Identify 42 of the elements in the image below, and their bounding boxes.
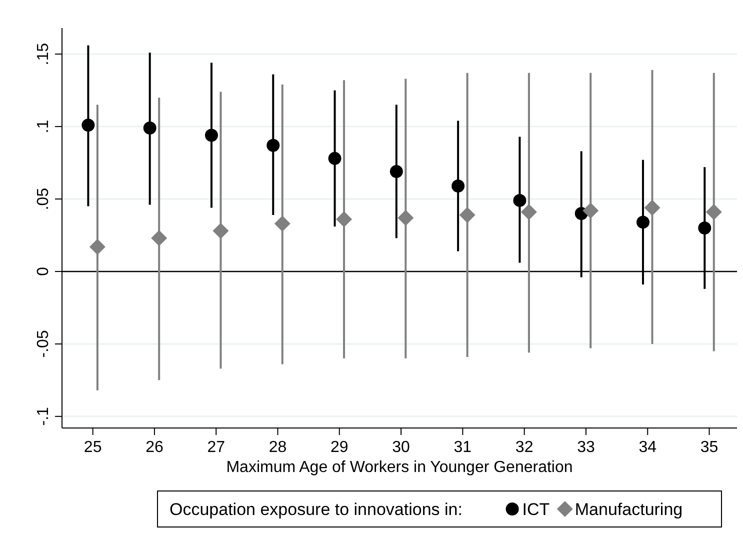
legend-label: Manufacturing bbox=[574, 500, 683, 519]
point bbox=[89, 238, 106, 255]
y-tick-label: .05 bbox=[35, 188, 52, 210]
point bbox=[336, 211, 352, 228]
point bbox=[636, 216, 650, 229]
x-tick-label: 28 bbox=[268, 439, 287, 456]
point bbox=[151, 230, 168, 246]
y-tick-label: .15 bbox=[35, 42, 52, 66]
x-tick-label: 31 bbox=[454, 439, 472, 456]
point bbox=[204, 128, 218, 142]
point bbox=[274, 216, 290, 232]
point bbox=[143, 122, 156, 134]
point bbox=[328, 152, 342, 165]
y-tick-label: 0 bbox=[35, 266, 52, 276]
legend-title: Occupation exposure to innovations in: bbox=[170, 500, 462, 519]
point bbox=[398, 210, 414, 226]
point bbox=[698, 222, 712, 234]
x-tick-label: 26 bbox=[146, 439, 164, 456]
x-tick-label: 30 bbox=[392, 439, 410, 456]
x-tick-label: 35 bbox=[700, 439, 718, 456]
x-tick-label: 25 bbox=[84, 439, 102, 456]
point bbox=[212, 222, 229, 239]
x-tick-label: 33 bbox=[577, 439, 595, 456]
x-tick-label: 29 bbox=[330, 439, 348, 456]
x-tick-label: 34 bbox=[638, 439, 657, 456]
point bbox=[644, 200, 660, 216]
y-tick-label: -.1 bbox=[35, 406, 52, 426]
point bbox=[582, 202, 599, 219]
point bbox=[82, 118, 95, 132]
point bbox=[266, 138, 280, 152]
x-tick-label: 27 bbox=[207, 439, 226, 456]
legend-label: ICT bbox=[522, 500, 550, 519]
point bbox=[452, 179, 465, 192]
point bbox=[706, 204, 722, 220]
x-axis-title: Maximum Age of Workers in Younger Generation bbox=[226, 459, 573, 476]
x-tick-label: 32 bbox=[515, 439, 534, 456]
point bbox=[513, 194, 526, 207]
y-tick-label: .1 bbox=[35, 120, 52, 134]
y-tick-label: -.05 bbox=[35, 330, 52, 358]
point bbox=[459, 206, 476, 223]
point bbox=[520, 204, 537, 220]
point bbox=[390, 164, 403, 178]
